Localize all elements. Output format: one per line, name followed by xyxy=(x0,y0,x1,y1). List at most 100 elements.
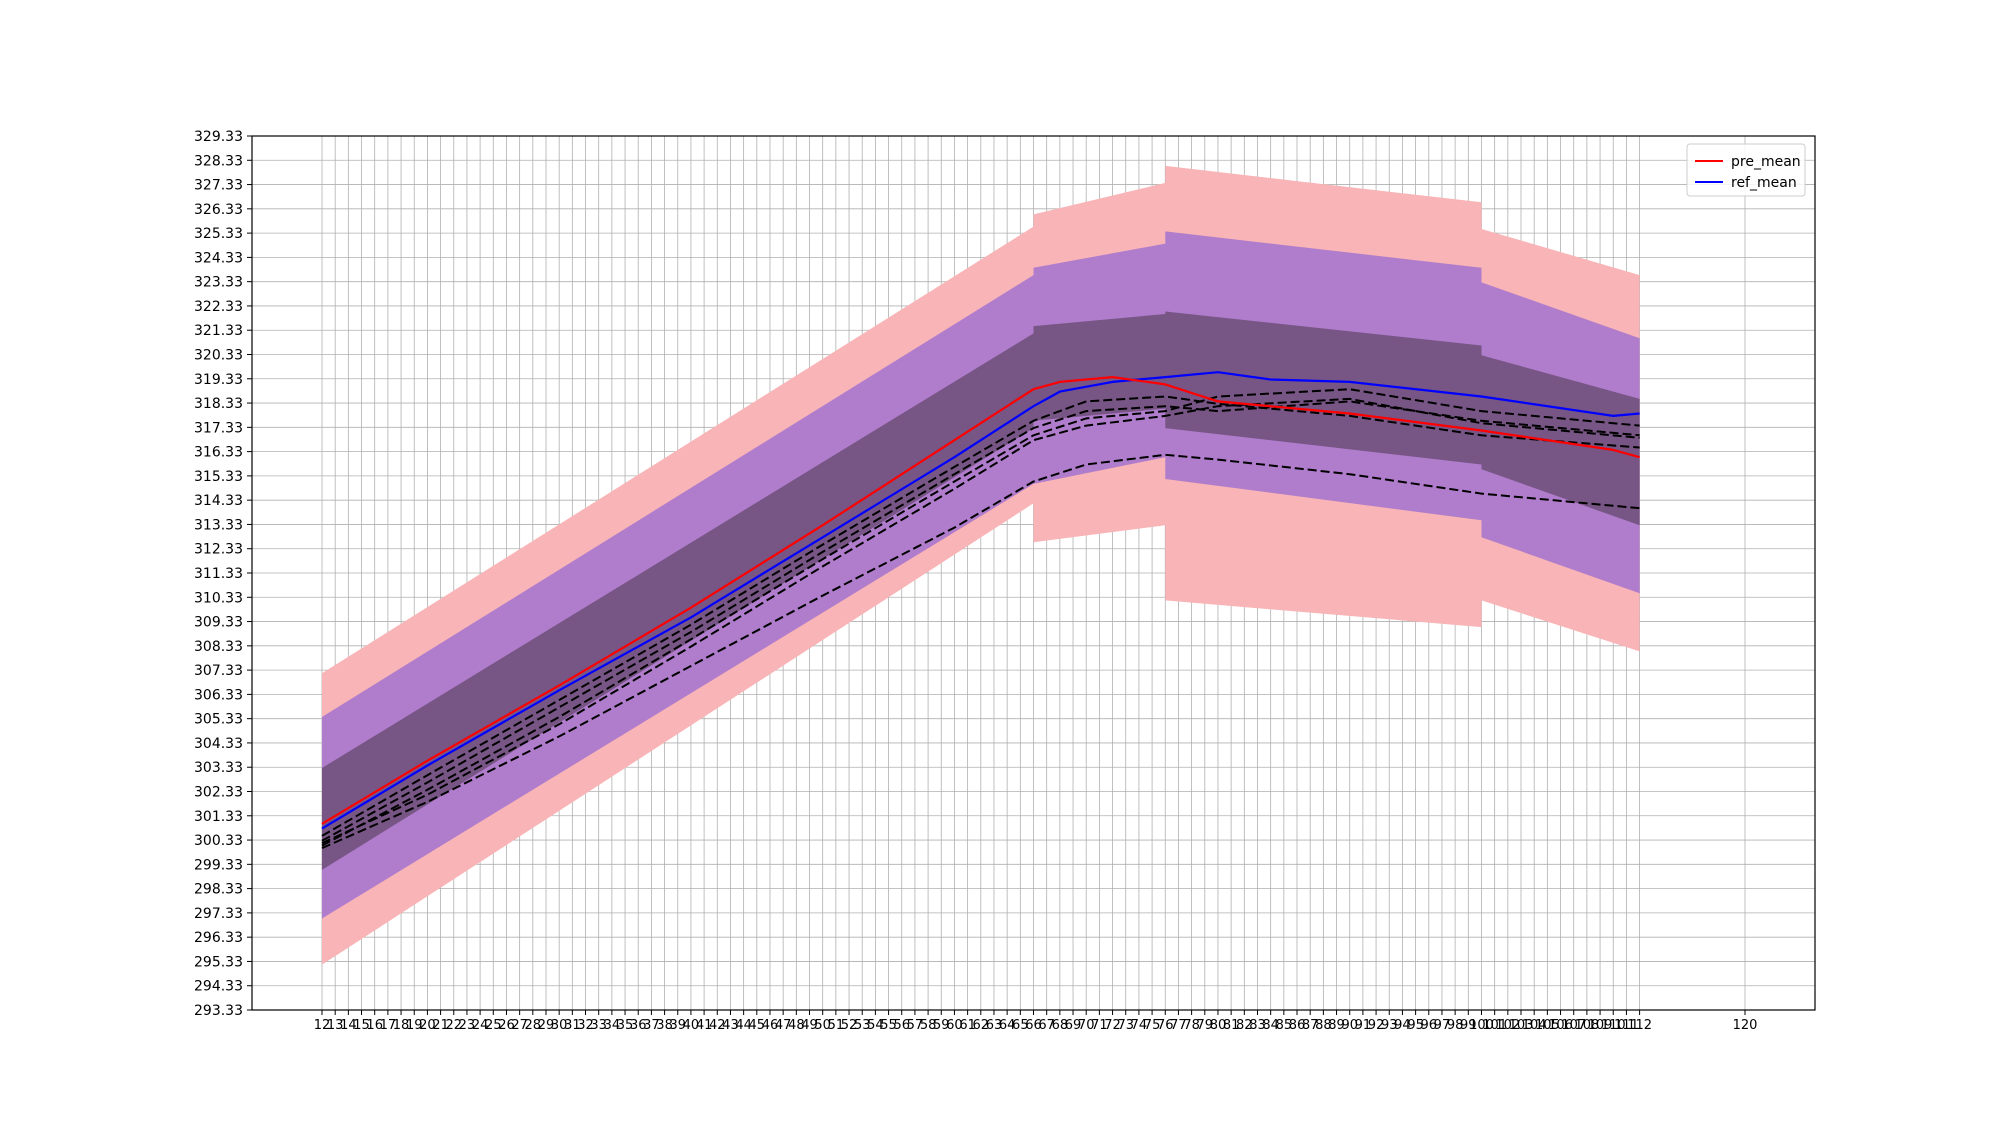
x-tick-label: 94 xyxy=(1394,1018,1411,1033)
x-tick-label: 81 xyxy=(1223,1018,1240,1033)
x-tick-label: 75 xyxy=(1144,1018,1161,1033)
y-tick-label: 328.33 xyxy=(194,153,243,169)
x-tick-label: 82 xyxy=(1236,1018,1253,1033)
x-tick-label: 63 xyxy=(986,1018,1003,1033)
x-tick-label: 40 xyxy=(683,1018,700,1033)
x-tick-label: 18 xyxy=(393,1018,410,1033)
x-tick-label: 52 xyxy=(841,1018,858,1033)
x-tick-label: 66 xyxy=(1025,1018,1042,1033)
sample-series-line xyxy=(321,388,1640,847)
x-tick-label: 60 xyxy=(946,1018,963,1033)
x-tick-label: 24 xyxy=(472,1018,489,1033)
y-tick-label: 293.33 xyxy=(194,1003,243,1019)
y-tick-label: 300.33 xyxy=(194,833,243,849)
x-tick-label: 38 xyxy=(656,1018,673,1033)
legend-label: pre_mean xyxy=(1731,154,1801,170)
x-tick-label: 88 xyxy=(1315,1018,1332,1033)
y-tick-label: 324.33 xyxy=(194,250,243,266)
x-tick-label: 53 xyxy=(854,1018,871,1033)
x-tick-label: 103 xyxy=(1509,1018,1534,1033)
x-tick-label: 44 xyxy=(735,1018,752,1033)
legend: pre_mean ref_mean xyxy=(1686,143,1806,197)
y-tick-label: 306.33 xyxy=(194,687,243,703)
x-tick-label: 101 xyxy=(1482,1018,1507,1033)
x-tick-label: 26 xyxy=(498,1018,515,1033)
x-tick-label: 95 xyxy=(1407,1018,1424,1033)
x-tick-label: 48 xyxy=(788,1018,805,1033)
x-tick-label: 27 xyxy=(511,1018,528,1033)
y-tick-label: 323.33 xyxy=(194,275,243,291)
x-tick-label: 98 xyxy=(1447,1018,1464,1033)
x-tick-label: 97 xyxy=(1434,1018,1451,1033)
y-tick-label: 308.33 xyxy=(194,639,243,655)
y-tick-label: 295.33 xyxy=(194,954,243,970)
y-tick-label: 325.33 xyxy=(194,226,243,242)
x-tick-label: 104 xyxy=(1522,1018,1547,1033)
x-tick-label: 14 xyxy=(340,1018,357,1033)
x-tick-label: 47 xyxy=(775,1018,792,1033)
y-tick-label: 327.33 xyxy=(194,178,243,194)
x-tick-label: 90 xyxy=(1341,1018,1358,1033)
x-tick-label: 106 xyxy=(1548,1018,1573,1033)
x-tick-label: 70 xyxy=(1078,1018,1095,1033)
x-tick-label: 51 xyxy=(828,1018,845,1033)
sample-series-line xyxy=(321,395,1640,837)
x-tick-label: 54 xyxy=(867,1018,884,1033)
x-tick-label: 36 xyxy=(630,1018,647,1033)
pre-mean-line xyxy=(321,376,1640,825)
x-tick-label: 49 xyxy=(801,1018,818,1033)
x-tick-label: 107 xyxy=(1561,1018,1586,1033)
x-tick-label: 84 xyxy=(1262,1018,1279,1033)
y-tick-label: 307.33 xyxy=(194,663,243,679)
x-tick-label: 111 xyxy=(1614,1018,1639,1033)
x-tick-label: 78 xyxy=(1183,1018,1200,1033)
y-tick-label: 315.33 xyxy=(194,469,243,485)
x-tick-label: 91 xyxy=(1355,1018,1372,1033)
x-tick-label: 74 xyxy=(1131,1018,1148,1033)
x-tick-label: 86 xyxy=(1289,1018,1306,1033)
y-tick-label: 302.33 xyxy=(194,785,243,801)
x-tick-label: 61 xyxy=(959,1018,976,1033)
x-tick-label: 96 xyxy=(1421,1018,1438,1033)
x-tick-label: 46 xyxy=(762,1018,779,1033)
x-tick-label: 41 xyxy=(696,1018,713,1033)
x-tick-label: 69 xyxy=(1065,1018,1082,1033)
y-tick-label: 314.33 xyxy=(194,493,243,509)
y-tick-label: 316.33 xyxy=(194,445,243,461)
y-tick-label: 329.33 xyxy=(194,129,243,145)
x-tick-label: 56 xyxy=(893,1018,910,1033)
x-tick-label: 39 xyxy=(669,1018,686,1033)
x-tick-label: 73 xyxy=(1117,1018,1134,1033)
series xyxy=(321,371,1640,850)
x-tick-label: 77 xyxy=(1170,1018,1187,1033)
x-tick-label: 25 xyxy=(485,1018,502,1033)
x-tick-label: 43 xyxy=(722,1018,739,1033)
x-tick-label: 35 xyxy=(617,1018,634,1033)
y-tick-label: 312.33 xyxy=(194,542,243,558)
x-tick-label: 16 xyxy=(366,1018,383,1033)
y-tick-label: 320.33 xyxy=(194,348,243,364)
x-tick-label: 22 xyxy=(445,1018,462,1033)
x-tick-label: 37 xyxy=(643,1018,660,1033)
y-tick-label: 305.33 xyxy=(194,712,243,728)
x-tick-label: 89 xyxy=(1328,1018,1345,1033)
x-tick-label: 64 xyxy=(999,1018,1016,1033)
y-tick-label: 326.33 xyxy=(194,202,243,218)
x-tick-label: 68 xyxy=(1052,1018,1069,1033)
x-tick-label: 55 xyxy=(880,1018,897,1033)
y-tick-label: 318.33 xyxy=(194,396,243,412)
x-tick-label: 12 xyxy=(314,1018,331,1033)
x-tick-label: 72 xyxy=(1104,1018,1121,1033)
x-tick-label: 80 xyxy=(1210,1018,1227,1033)
x-tick-label: 20 xyxy=(419,1018,436,1033)
x-tick-label: 100 xyxy=(1469,1018,1494,1033)
x-tick-label: 23 xyxy=(459,1018,476,1033)
sample-series-line xyxy=(321,453,1640,850)
x-tick-label: 31 xyxy=(564,1018,581,1033)
x-tick-label: 62 xyxy=(973,1018,990,1033)
x-tick-label: 50 xyxy=(814,1018,831,1033)
y-tick-label: 311.33 xyxy=(194,566,243,582)
x-tick-label: 87 xyxy=(1302,1018,1319,1033)
y-tick-label: 313.33 xyxy=(194,517,243,533)
x-tick-label: 45 xyxy=(749,1018,766,1033)
